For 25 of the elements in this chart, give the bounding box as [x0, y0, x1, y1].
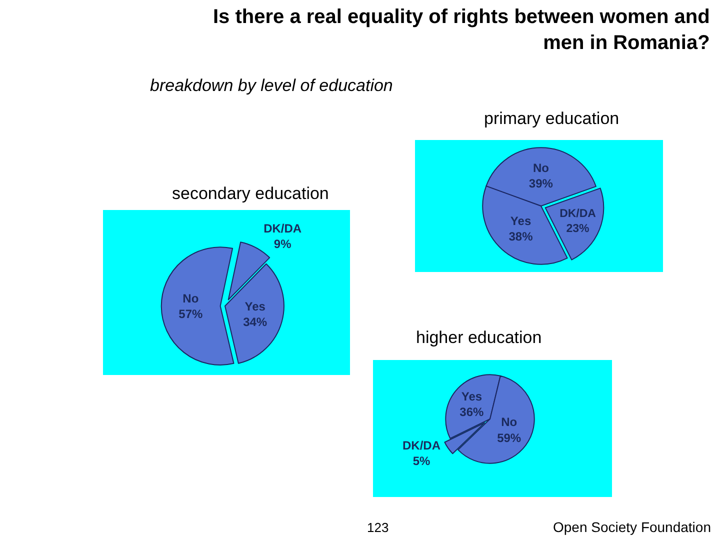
data-label: 23%: [566, 223, 590, 236]
slice-label: Yes: [461, 390, 482, 404]
data-label: 5%: [412, 454, 430, 468]
slice-label: Yes: [510, 214, 532, 228]
slice-label: DK/DA: [560, 208, 596, 220]
data-label: 39%: [528, 176, 554, 191]
chart-title: secondary education: [172, 184, 329, 203]
slice-label: Yes: [244, 300, 266, 314]
data-label: 57%: [178, 307, 203, 322]
data-label: 38%: [508, 229, 534, 244]
slice-label: No: [501, 415, 518, 430]
slice-label: No: [182, 292, 199, 306]
text: 123: [367, 520, 389, 535]
text: breakdown by level of education: [150, 76, 393, 95]
slice-label: DK/DA: [402, 438, 441, 452]
slice-label: DK/DA: [264, 222, 302, 236]
chart-title: primary education: [484, 109, 620, 128]
data-label: 34%: [243, 315, 268, 330]
data-label: 59%: [497, 430, 522, 445]
text: Open Society Foundation: [553, 519, 711, 535]
data-label: 36%: [460, 405, 484, 420]
data-label: 9%: [274, 237, 292, 252]
chart-title: higher education: [416, 328, 542, 347]
slice-label: No: [532, 161, 549, 176]
text: Is there a real equality of rights between women and men in Romania?: [213, 6, 710, 54]
